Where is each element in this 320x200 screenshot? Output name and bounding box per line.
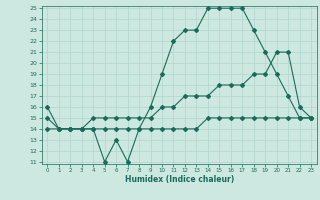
X-axis label: Humidex (Indice chaleur): Humidex (Indice chaleur) [124, 175, 234, 184]
